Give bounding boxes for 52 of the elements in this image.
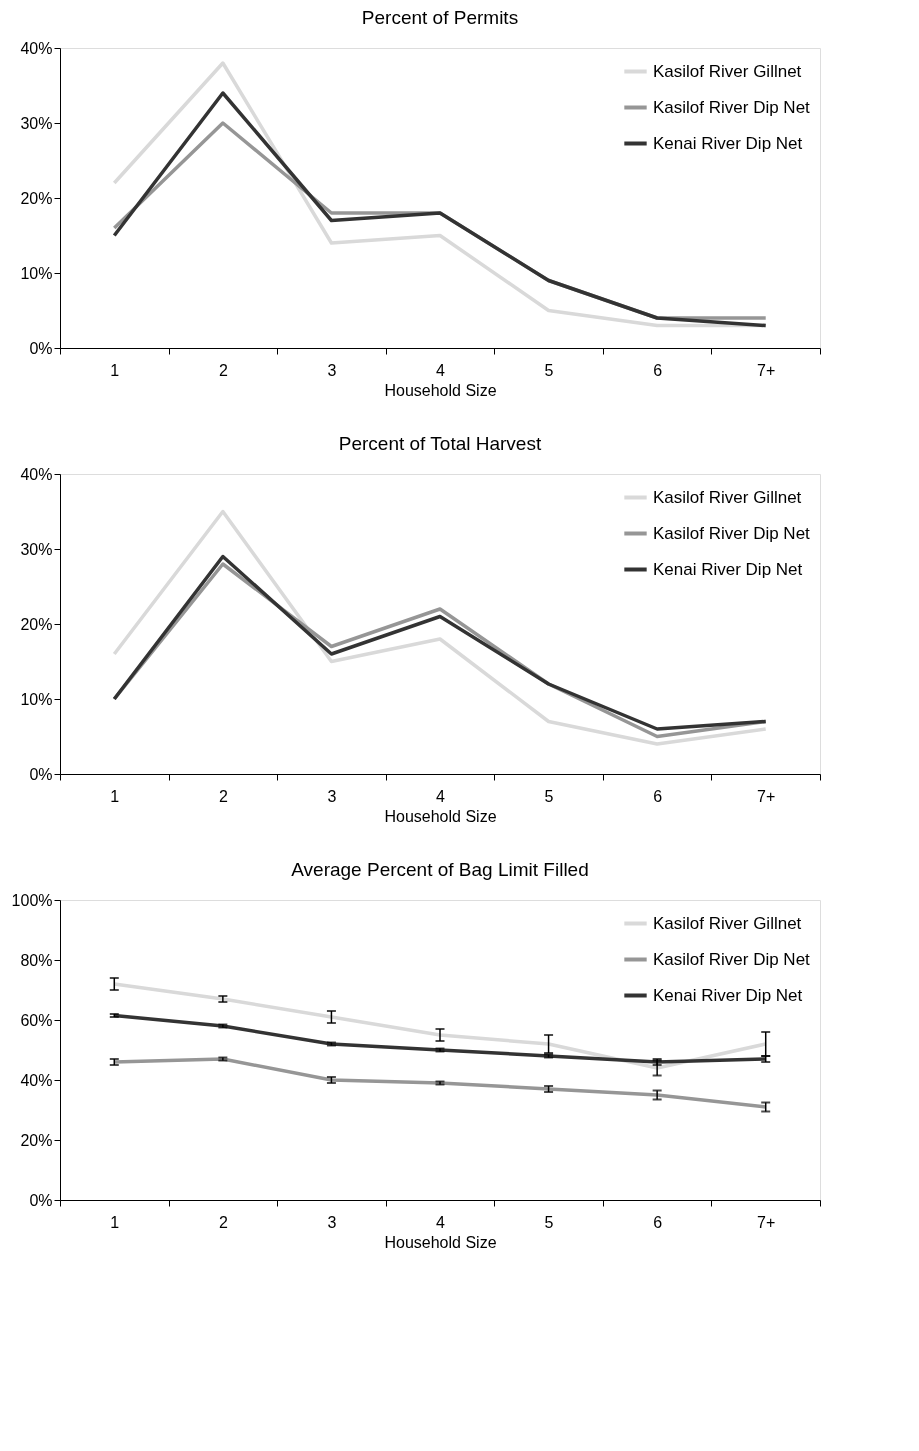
x-tick-label: 2 <box>218 1213 228 1231</box>
y-tick-label: 30% <box>20 540 53 558</box>
x-tick-label: 5 <box>544 1213 554 1231</box>
y-tick-label: 40% <box>20 465 53 483</box>
x-tick-label: 1 <box>110 787 120 805</box>
legend-label: Kasilof River Dip Net <box>653 97 811 117</box>
x-tick-label: 2 <box>218 361 228 379</box>
legend-label: Kasilof River Gillnet <box>653 61 802 81</box>
x-tick-label: 7+ <box>757 787 776 805</box>
x-tick-label: 6 <box>653 787 663 805</box>
x-tick-label: 4 <box>436 1213 446 1231</box>
x-tick-label: 2 <box>218 787 228 805</box>
y-tick-label: 20% <box>20 189 53 207</box>
x-tick-label: 1 <box>110 1213 120 1231</box>
x-tick-label: 1 <box>110 361 120 379</box>
legend-label: Kasilof River Dip Net <box>653 949 811 969</box>
x-tick-label: 7+ <box>757 1213 776 1231</box>
chart-title: Percent of Permits <box>361 7 519 28</box>
y-tick-label: 0% <box>29 1191 53 1209</box>
x-axis-title: Household Size <box>384 807 497 825</box>
x-tick-label: 3 <box>327 361 337 379</box>
chart-title: Percent of Total Harvest <box>338 433 542 454</box>
y-tick-label: 0% <box>29 765 53 783</box>
x-tick-label: 7+ <box>757 361 776 379</box>
y-tick-label: 30% <box>20 114 53 132</box>
y-tick-label: 60% <box>20 1011 53 1029</box>
y-tick-label: 0% <box>29 339 53 357</box>
y-tick-label: 80% <box>20 951 53 969</box>
x-tick-label: 3 <box>327 787 337 805</box>
x-tick-label: 4 <box>436 787 446 805</box>
y-tick-label: 40% <box>20 39 53 57</box>
x-tick-label: 4 <box>436 361 446 379</box>
legend-label: Kasilof River Gillnet <box>653 913 802 933</box>
x-axis-title: Household Size <box>384 381 497 399</box>
legend-label: Kenai River Dip Net <box>653 559 803 579</box>
y-tick-label: 20% <box>20 1131 53 1149</box>
x-tick-label: 6 <box>653 1213 663 1231</box>
x-tick-label: 5 <box>544 787 554 805</box>
x-tick-label: 6 <box>653 361 663 379</box>
x-axis-title: Household Size <box>384 1233 497 1251</box>
x-tick-label: 5 <box>544 361 554 379</box>
y-tick-label: 40% <box>20 1071 53 1089</box>
legend-label: Kenai River Dip Net <box>653 985 803 1005</box>
legend-label: Kasilof River Gillnet <box>653 487 802 507</box>
legend-label: Kasilof River Dip Net <box>653 523 811 543</box>
legend-label: Kenai River Dip Net <box>653 133 803 153</box>
x-tick-label: 3 <box>327 1213 337 1231</box>
y-tick-label: 10% <box>20 264 53 282</box>
y-tick-label: 10% <box>20 690 53 708</box>
chart-title: Average Percent of Bag Limit Filled <box>291 859 589 880</box>
y-tick-label: 100% <box>11 891 53 909</box>
y-tick-label: 20% <box>20 615 53 633</box>
